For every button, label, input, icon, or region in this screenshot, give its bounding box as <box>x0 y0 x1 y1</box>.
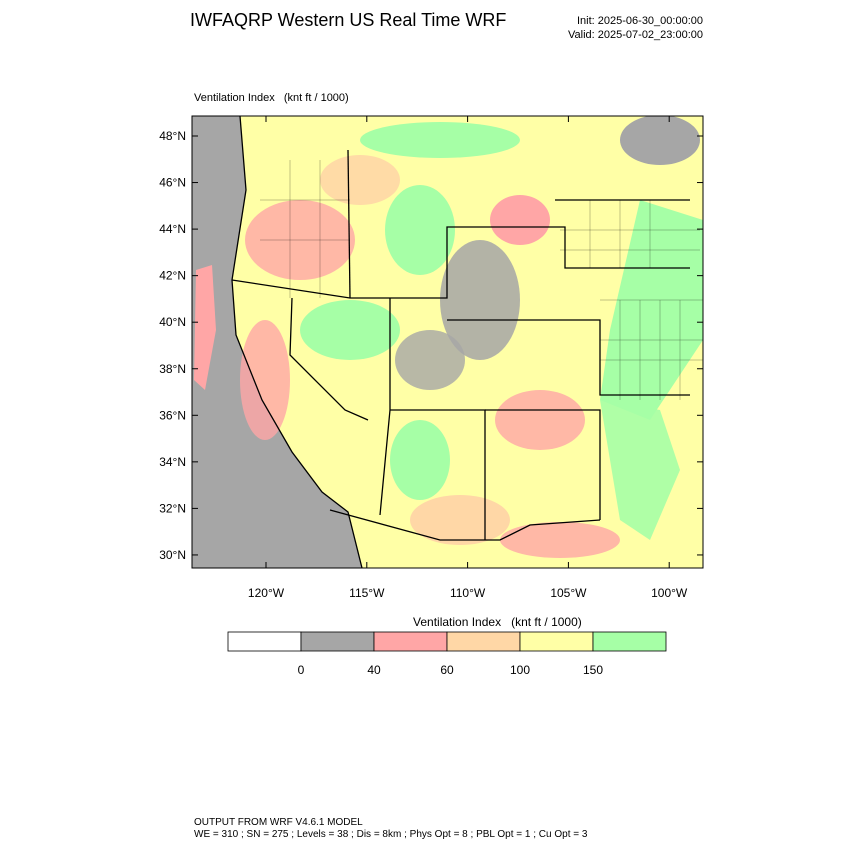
lat-label: 32°N <box>159 501 186 515</box>
init-time: Init: 2025-06-30_00:00:00 <box>577 15 703 27</box>
colorbar-box <box>373 631 448 652</box>
lat-label: 46°N <box>159 176 186 190</box>
field-label: Ventilation Index (knt ft / 1000) <box>194 92 349 104</box>
map <box>192 116 703 568</box>
colorbar-label: 0 <box>298 663 305 677</box>
lat-label: 38°N <box>159 362 186 376</box>
colorbar-label: 40 <box>367 663 381 677</box>
lon-label: 120°W <box>248 586 285 600</box>
title: IWFAQRP Western US Real Time WRF <box>190 10 506 30</box>
colorbar-box <box>300 631 375 652</box>
lat-label: 40°N <box>159 315 186 329</box>
colorbar-label: 60 <box>440 663 454 677</box>
map-frame <box>191 115 704 569</box>
colorbar-box <box>592 631 667 652</box>
colorbar-box <box>519 631 594 652</box>
lon-label: 100°W <box>651 586 688 600</box>
colorbar-box <box>446 631 521 652</box>
colorbar-title: Ventilation Index (knt ft / 1000) <box>413 615 582 629</box>
valid-time: Valid: 2025-07-02_23:00:00 <box>568 29 703 41</box>
footer-line: OUTPUT FROM WRF V4.6.1 MODEL <box>194 817 363 828</box>
lat-label: 36°N <box>159 408 186 422</box>
lat-label: 30°N <box>159 548 186 562</box>
colorbar-box <box>227 631 302 652</box>
lon-label: 105°W <box>550 586 587 600</box>
lon-label: 115°W <box>349 586 385 600</box>
footer-line: WE = 310 ; SN = 275 ; Levels = 38 ; Dis … <box>194 829 588 840</box>
colorbar-label: 150 <box>583 663 603 677</box>
lat-label: 44°N <box>159 222 186 236</box>
lat-label: 48°N <box>159 129 186 143</box>
lon-label: 110°W <box>450 586 486 600</box>
lat-label: 34°N <box>159 455 186 469</box>
colorbar-label: 100 <box>510 663 530 677</box>
lat-label: 42°N <box>159 269 186 283</box>
